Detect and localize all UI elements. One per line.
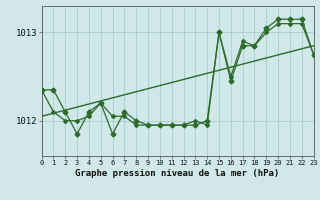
X-axis label: Graphe pression niveau de la mer (hPa): Graphe pression niveau de la mer (hPa)	[76, 169, 280, 178]
